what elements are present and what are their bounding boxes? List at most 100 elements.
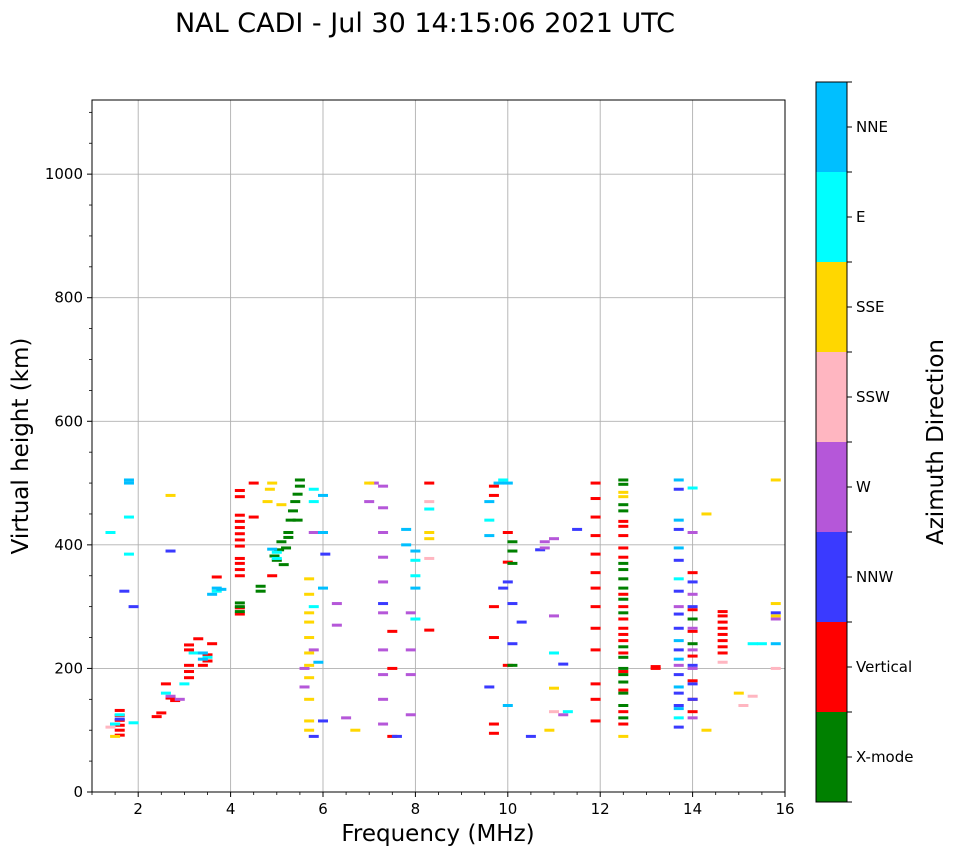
x-tick-label: 2	[133, 800, 143, 818]
data-point-nne	[484, 534, 495, 538]
data-point-sse	[276, 503, 287, 507]
data-point-vertical	[234, 544, 245, 548]
data-point-vertical	[114, 708, 125, 712]
data-point-vertical	[590, 497, 601, 501]
data-point-vertical	[717, 639, 728, 643]
data-point-x-mode	[292, 518, 303, 522]
data-point-ssw	[747, 694, 758, 698]
data-point-vertical	[211, 575, 222, 579]
data-point-sse	[110, 734, 121, 738]
data-point-nne	[410, 549, 421, 553]
data-point-sse	[304, 577, 315, 581]
data-point-x-mode	[274, 548, 285, 552]
data-point-vertical	[618, 546, 629, 550]
colorbar-label-x-mode: X-mode	[856, 748, 913, 766]
data-point-e	[105, 531, 116, 534]
data-point-nnw	[535, 548, 546, 552]
data-point-sse	[424, 537, 435, 541]
data-point-nne	[770, 642, 781, 646]
data-points	[105, 478, 781, 738]
data-point-w	[174, 697, 185, 701]
data-point-sse	[304, 592, 315, 596]
data-point-vertical	[197, 663, 208, 667]
data-point-e	[202, 655, 213, 659]
data-point-x-mode	[283, 531, 294, 534]
data-point-nnw	[673, 648, 684, 652]
data-point-w	[558, 713, 569, 717]
data-point-sse	[701, 728, 712, 732]
data-point-x-mode	[278, 563, 289, 567]
data-point-vertical	[234, 488, 245, 492]
data-point-sse	[262, 500, 273, 504]
data-point-x-mode	[292, 492, 303, 496]
data-point-sse	[549, 686, 559, 690]
data-point-vertical	[234, 526, 245, 530]
data-point-vertical	[687, 608, 698, 612]
y-tick-label: 600	[54, 412, 83, 430]
data-point-sse	[618, 734, 629, 738]
data-point-sse	[733, 691, 744, 695]
data-point-vertical	[590, 719, 601, 723]
data-point-e	[110, 722, 121, 726]
data-point-sse	[304, 697, 315, 701]
data-point-x-mode	[618, 673, 629, 677]
data-point-ssw	[424, 556, 435, 560]
data-point-vertical	[618, 722, 629, 726]
data-point-nnw	[687, 663, 698, 667]
data-point-vertical	[488, 493, 499, 497]
data-point-e	[673, 716, 684, 720]
data-point-vertical	[687, 710, 698, 714]
data-point-x-mode	[234, 610, 245, 614]
data-point-w	[378, 673, 389, 677]
data-point-nnw	[572, 527, 583, 531]
data-point-w	[364, 500, 375, 504]
data-point-nnw	[507, 642, 518, 646]
data-point-nnw	[558, 662, 569, 666]
x-tick-label: 14	[683, 800, 702, 818]
data-point-sse	[304, 676, 315, 680]
data-point-e	[756, 642, 767, 646]
data-point-x-mode	[618, 704, 629, 707]
data-point-x-mode	[618, 611, 629, 615]
data-point-x-mode	[276, 540, 287, 544]
data-point-w	[299, 685, 310, 689]
data-point-ssw	[549, 710, 559, 714]
data-point-vertical	[502, 531, 513, 534]
data-point-ssw	[738, 704, 749, 707]
data-point-e	[687, 486, 698, 490]
data-point-nnw	[673, 558, 684, 562]
data-point-nne	[673, 639, 684, 643]
data-point-nnw	[673, 673, 684, 677]
data-point-nnw	[114, 717, 125, 721]
data-point-w	[539, 546, 550, 550]
data-point-vertical	[234, 574, 245, 578]
data-point-sse	[267, 481, 278, 485]
data-point-nne	[673, 478, 684, 482]
data-point-vertical	[234, 532, 245, 536]
y-tick-label: 200	[54, 659, 83, 677]
data-point-w	[299, 666, 310, 670]
chart-title: NAL CADI - Jul 30 14:15:06 2021 UTC	[175, 8, 675, 39]
colorbar-label-ssw: SSW	[856, 388, 890, 406]
data-point-w	[405, 648, 416, 652]
data-point-nne	[197, 657, 208, 661]
data-point-sse	[304, 636, 315, 640]
data-point-x-mode	[507, 540, 518, 544]
data-point-vertical	[618, 626, 629, 630]
data-point-ssw	[105, 725, 116, 729]
data-point-vertical	[687, 629, 698, 633]
data-point-vertical	[248, 515, 259, 519]
data-point-vertical	[184, 676, 195, 680]
x-tick-label: 8	[411, 800, 421, 818]
data-point-sse	[350, 728, 361, 732]
data-point-nne	[267, 547, 278, 551]
data-point-vertical	[717, 632, 728, 636]
colorbar-swatch-e	[816, 172, 847, 262]
data-point-x-mode	[234, 601, 245, 605]
data-point-e	[123, 515, 134, 519]
data-point-vertical	[618, 605, 629, 609]
data-point-w	[308, 648, 319, 652]
data-point-vertical	[267, 574, 278, 578]
data-point-vertical	[424, 628, 435, 632]
